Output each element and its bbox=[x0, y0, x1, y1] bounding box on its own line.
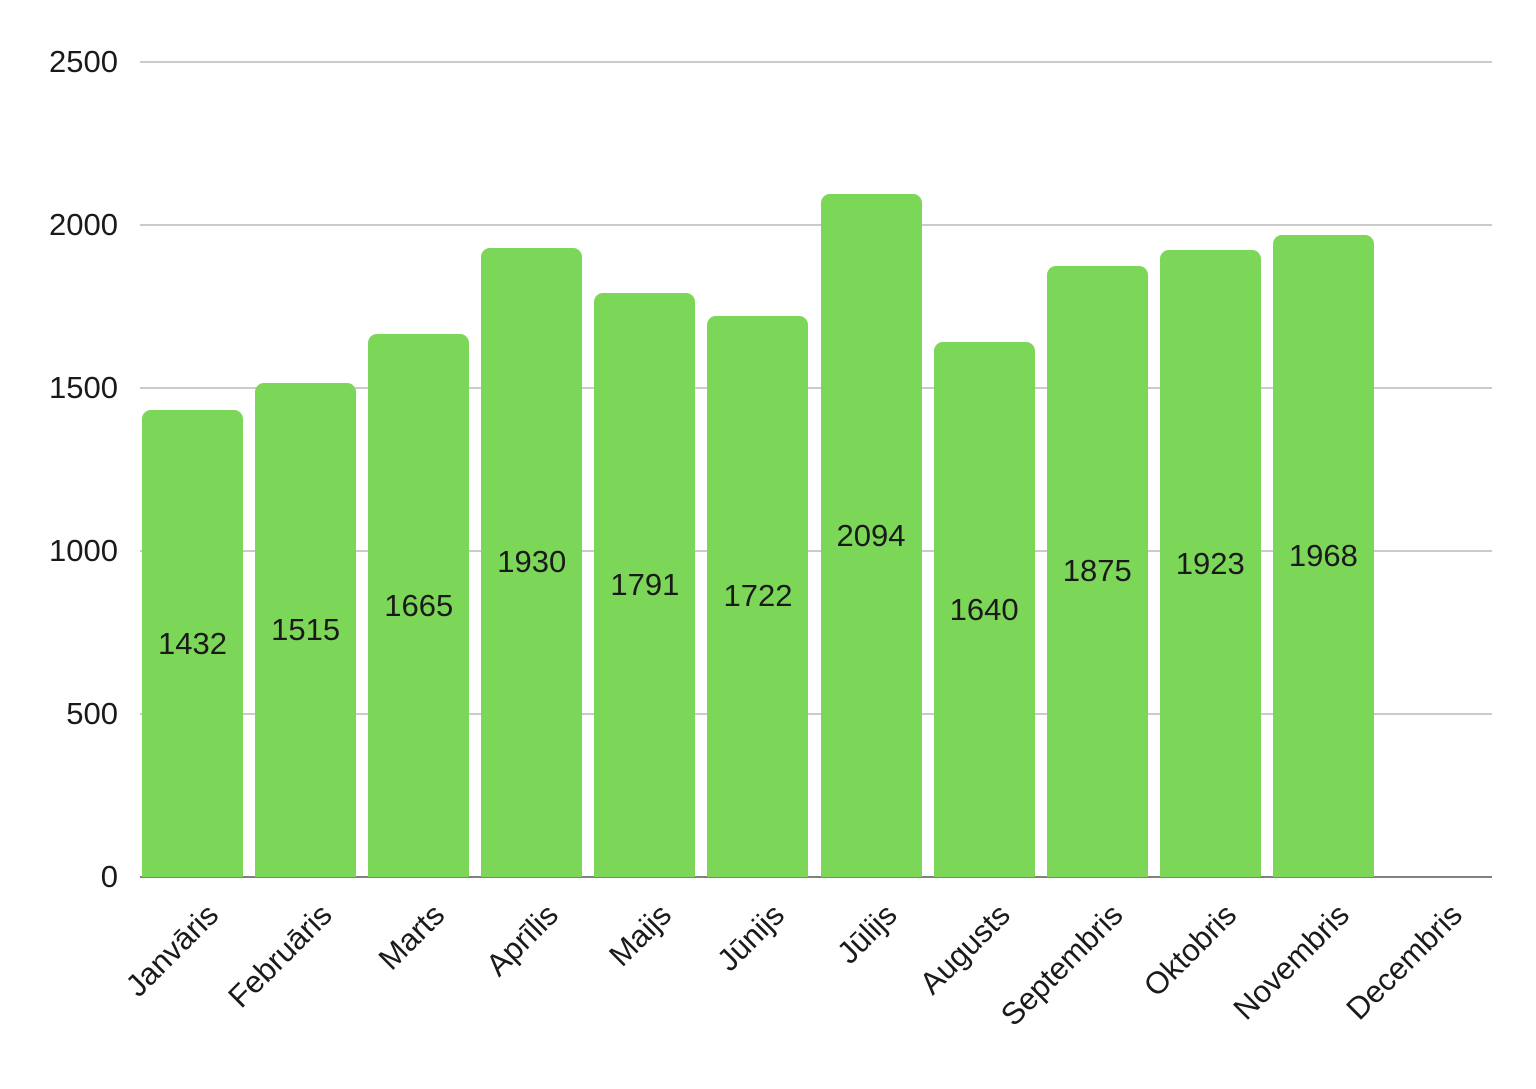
bar bbox=[255, 383, 357, 877]
bar-value-label: 1640 bbox=[949, 591, 1019, 627]
x-axis-tick-label: Augusts bbox=[912, 897, 1017, 1001]
bar-value-label: 1432 bbox=[158, 625, 228, 661]
bar bbox=[481, 247, 583, 877]
x-axis-tick-label: Decembris bbox=[1339, 897, 1470, 1027]
bar-value-label: 1791 bbox=[610, 567, 680, 603]
bar bbox=[594, 293, 696, 877]
bar-value-label: 1875 bbox=[1062, 553, 1132, 589]
bar-value-label: 1923 bbox=[1175, 545, 1245, 581]
bar-value-label: 1930 bbox=[497, 544, 567, 580]
x-axis-tick-label: Maijs bbox=[601, 897, 678, 973]
x-axis-tick-label: Marts bbox=[371, 897, 452, 977]
bar-value-label: 1665 bbox=[384, 587, 454, 623]
bar bbox=[368, 334, 470, 877]
bar-value-label: 1968 bbox=[1288, 538, 1358, 574]
gridline bbox=[140, 713, 1492, 715]
x-axis-tick-label: Aprīlis bbox=[478, 897, 565, 983]
x-axis-baseline bbox=[140, 876, 1492, 878]
gridline bbox=[140, 387, 1492, 389]
bar bbox=[1046, 265, 1148, 877]
y-axis-tick-label: 1000 bbox=[49, 533, 118, 568]
bar bbox=[820, 194, 922, 877]
bar bbox=[1272, 235, 1374, 877]
y-axis-tick-label: 0 bbox=[100, 859, 118, 894]
x-axis-tick-label: Februāris bbox=[221, 897, 339, 1015]
bar bbox=[142, 410, 244, 877]
x-axis-tick-label: Septembris bbox=[994, 897, 1130, 1033]
y-axis-tick-label: 500 bbox=[66, 696, 118, 731]
x-axis-tick-label: Jūlijs bbox=[830, 897, 904, 971]
x-axis-tick-label: Novembris bbox=[1226, 897, 1357, 1027]
x-axis-tick-label: Jūnijs bbox=[709, 897, 791, 978]
bar-value-label: 1515 bbox=[271, 612, 341, 648]
gridline bbox=[140, 550, 1492, 552]
bar bbox=[1159, 250, 1261, 877]
y-axis-tick-label: 2500 bbox=[49, 44, 118, 79]
bar bbox=[707, 315, 809, 877]
bar-value-label: 1722 bbox=[723, 578, 793, 614]
bar-value-label: 2094 bbox=[836, 517, 906, 553]
x-axis-tick-label: Oktobris bbox=[1136, 897, 1244, 1004]
gridline bbox=[140, 61, 1492, 63]
x-axis-tick-label: Janvāris bbox=[118, 897, 226, 1004]
y-axis-tick-label: 1500 bbox=[49, 370, 118, 405]
gridline bbox=[140, 224, 1492, 226]
y-axis-tick-label: 2000 bbox=[49, 207, 118, 242]
bar bbox=[933, 342, 1035, 877]
